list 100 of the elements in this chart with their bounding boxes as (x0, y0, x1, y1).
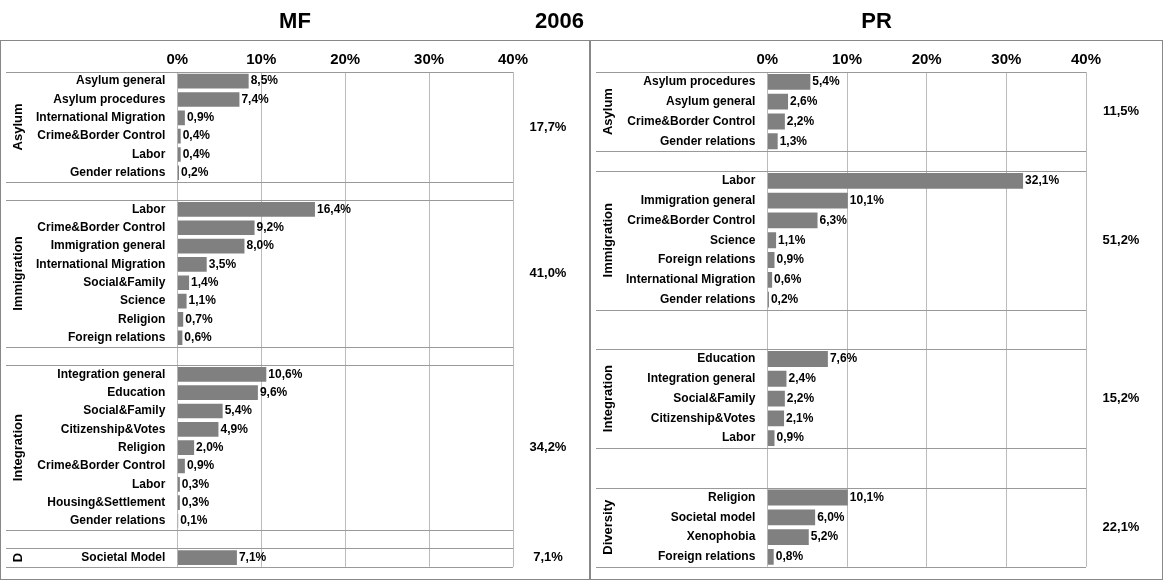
y-tick-label: Societal Model (81, 549, 166, 564)
bar (767, 390, 785, 407)
x-tick-label: 20% (911, 50, 942, 68)
text: Immigration (9, 236, 25, 311)
y-tick-label: Foreign relations (657, 549, 756, 564)
bar (767, 430, 775, 447)
bar (767, 529, 809, 546)
y-tick-label: Religion (117, 311, 166, 326)
bar (767, 271, 773, 288)
x-tick-label: 10% (246, 50, 277, 68)
y-tick-label: Asylum general (665, 94, 756, 108)
text: 15,2% (1102, 390, 1140, 406)
bar (767, 93, 789, 110)
data-label: 7,1% (238, 549, 267, 564)
text: Integration (599, 364, 615, 433)
text: 2006 (534, 8, 584, 34)
bar (767, 73, 811, 90)
text: D (9, 552, 25, 563)
text: 41,0% (529, 265, 567, 281)
y-tick-label: Asylum procedures (643, 74, 756, 89)
y-tick-label: Asylum general (75, 73, 166, 88)
bar (177, 257, 207, 272)
text: 11,5% (1102, 103, 1140, 119)
data-label: 0,3% (181, 494, 210, 509)
data-label: 2,4% (788, 371, 817, 386)
bar (177, 495, 180, 510)
y-tick-label: Xenophobia (686, 529, 756, 544)
data-label: 0,4% (182, 146, 211, 161)
y-tick-label: Gender relations (659, 133, 756, 148)
data-label: 3,5% (208, 256, 237, 271)
y-tick-label: Education (697, 351, 756, 366)
y-tick-label: Social&Family (83, 275, 166, 290)
data-label: 7,4% (241, 91, 270, 106)
y-tick-label: Asylum procedures (53, 91, 166, 106)
data-label: 32,1% (1025, 173, 1060, 188)
bar (177, 128, 181, 144)
data-label: 0,3% (181, 476, 210, 491)
bar (767, 410, 785, 427)
y-tick-label: Social&Family (83, 403, 166, 418)
bar (177, 422, 219, 437)
y-tick-label: Gender relations (69, 165, 166, 180)
data-label: 0,2% (770, 291, 799, 306)
x-tick-label: 10% (831, 50, 863, 68)
data-label: 16,4% (316, 201, 352, 216)
y-tick-label: Gender relations (69, 513, 166, 528)
y-tick-label: Crime&Border Control (37, 220, 166, 235)
data-label: 10,1% (849, 489, 885, 504)
bar (177, 73, 249, 89)
data-label: 8,0% (246, 238, 275, 253)
y-tick-label: Crime&Border Control (37, 458, 166, 473)
bar (177, 92, 240, 107)
y-tick-label: Labor (131, 201, 166, 216)
bar (177, 550, 237, 565)
data-label: 4,9% (220, 421, 249, 436)
y-tick-label: Science (119, 293, 166, 308)
data-label: 0,2% (181, 165, 209, 180)
y-tick-label: Foreign relations (657, 252, 756, 267)
data-label: 6,3% (819, 212, 848, 227)
chart-title: MF (279, 8, 311, 33)
y-tick-label: International Migration (625, 272, 756, 287)
x-tick-label: 40% (1070, 50, 1102, 68)
bar (767, 489, 848, 506)
data-label: 5,4% (224, 403, 253, 418)
text: Diversity (599, 498, 615, 555)
x-tick-label: 30% (414, 50, 445, 68)
y-tick-label: International Migration (35, 110, 166, 125)
y-tick-label: Science (709, 232, 756, 247)
data-label: 0,9% (186, 458, 215, 473)
x-tick-label: 20% (330, 50, 361, 68)
bar (177, 385, 258, 401)
data-label: 0,4% (182, 128, 211, 143)
y-tick-label: Crime&Border Control (627, 113, 756, 128)
data-label: 1,1% (188, 293, 217, 308)
bar (177, 147, 181, 162)
text: Asylum (9, 103, 25, 151)
y-tick-label: Immigration general (640, 192, 756, 207)
y-tick-label: Labor (721, 173, 756, 188)
text: 17,7% (529, 118, 567, 134)
bar (177, 330, 183, 346)
text: 34,2% (529, 439, 567, 455)
data-label: 1,4% (191, 275, 219, 290)
x-tick-label: 30% (991, 50, 1022, 68)
data-label: 6,0% (817, 509, 845, 524)
data-label: 0,9% (186, 110, 215, 125)
bar (177, 367, 267, 382)
y-tick-label: Religion (707, 489, 756, 504)
bar (767, 113, 785, 130)
bar (767, 232, 777, 249)
bar (767, 370, 787, 387)
y-tick-label: Crime&Border Control (627, 212, 756, 227)
data-label: 1,1% (778, 232, 806, 247)
y-tick-label: Integration general (57, 366, 166, 381)
bar (767, 212, 818, 229)
bar (767, 509, 816, 526)
y-tick-label: Labor (721, 430, 756, 445)
bar (177, 238, 245, 254)
data-label: 9,6% (259, 385, 288, 400)
data-label: 0,9% (776, 430, 805, 445)
data-label: 7,6% (829, 351, 858, 366)
y-tick-label: Social&Family (673, 390, 756, 405)
